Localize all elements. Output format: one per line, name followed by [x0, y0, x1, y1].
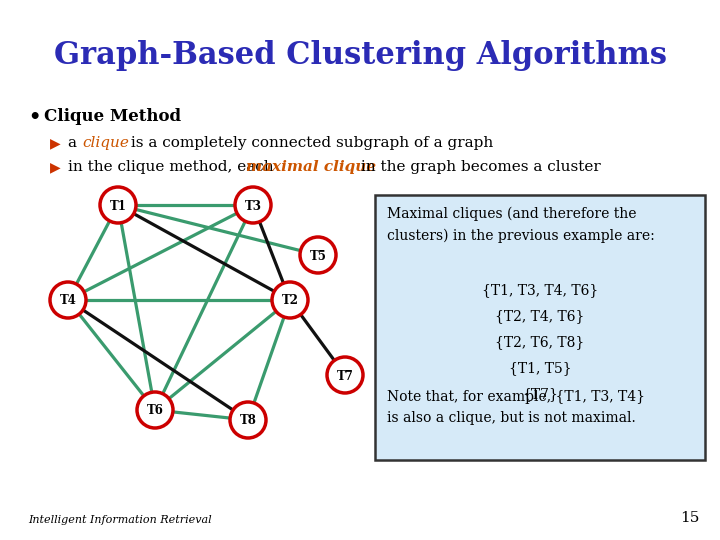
Text: Graph-Based Clustering Algorithms: Graph-Based Clustering Algorithms [53, 40, 667, 71]
Text: {T2, T4, T6}: {T2, T4, T6} [495, 309, 585, 323]
Text: in the graph becomes a cluster: in the graph becomes a cluster [356, 160, 600, 174]
Text: is a completely connected subgraph of a graph: is a completely connected subgraph of a … [126, 136, 493, 150]
Text: •: • [28, 108, 40, 126]
Text: T6: T6 [147, 404, 163, 417]
Text: T8: T8 [240, 415, 256, 428]
Text: {T7}: {T7} [522, 387, 558, 401]
Circle shape [327, 357, 363, 393]
Text: T4: T4 [60, 294, 76, 307]
Text: Note that, for example, {T1, T3, T4}
is also a clique, but is not maximal.: Note that, for example, {T1, T3, T4} is … [387, 390, 645, 424]
Text: ▶: ▶ [50, 136, 60, 150]
Circle shape [300, 237, 336, 273]
Text: Clique Method: Clique Method [44, 108, 181, 125]
Text: T5: T5 [310, 249, 326, 262]
Text: {T2, T6, T8}: {T2, T6, T8} [495, 335, 585, 349]
Text: {T1, T5}: {T1, T5} [509, 361, 571, 375]
Circle shape [272, 282, 308, 318]
Circle shape [100, 187, 136, 223]
Text: {T1, T3, T4, T6}: {T1, T3, T4, T6} [482, 283, 598, 297]
Text: T3: T3 [245, 199, 261, 213]
Text: 15: 15 [680, 511, 700, 525]
FancyBboxPatch shape [375, 195, 705, 460]
Text: ▶: ▶ [50, 160, 60, 174]
Text: Intelligent Information Retrieval: Intelligent Information Retrieval [28, 515, 212, 525]
Text: clique: clique [82, 136, 129, 150]
Text: T1: T1 [109, 199, 127, 213]
Circle shape [137, 392, 173, 428]
Text: in the clique method, each: in the clique method, each [68, 160, 279, 174]
Circle shape [50, 282, 86, 318]
Circle shape [230, 402, 266, 438]
Text: maximal clique: maximal clique [246, 160, 376, 174]
Text: a: a [68, 136, 82, 150]
Text: Maximal cliques (and therefore the
clusters) in the previous example are:: Maximal cliques (and therefore the clust… [387, 207, 654, 242]
Text: T7: T7 [336, 369, 354, 382]
Text: T2: T2 [282, 294, 299, 307]
Circle shape [235, 187, 271, 223]
